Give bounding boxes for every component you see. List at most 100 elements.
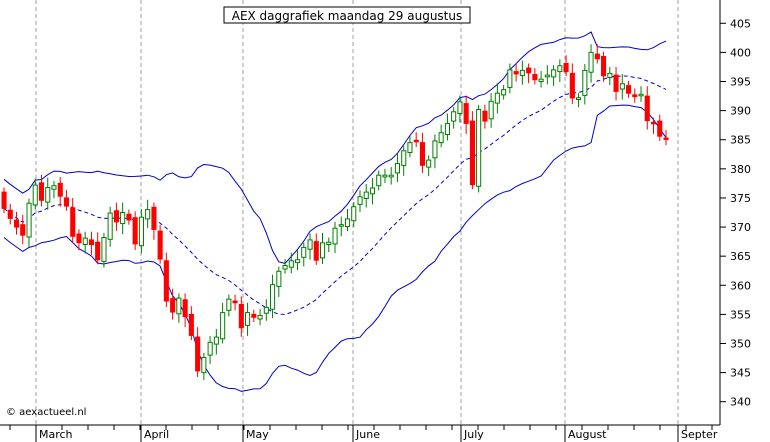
candle-body [363,191,369,200]
candle-body [107,212,113,240]
candle [519,60,525,85]
candle-body [245,312,251,326]
candle [407,136,413,158]
candle-body [544,74,550,78]
y-tick-label: 350 [730,337,751,350]
y-tick-label: 390 [730,105,751,118]
candle-body [126,213,132,221]
candle-body [288,260,294,268]
candle-body [663,137,669,140]
candle [338,216,344,237]
candle [432,134,438,169]
x-tick-label: Septer [681,428,718,441]
candle-body [551,69,557,78]
candle-body [207,341,213,356]
x-tick-label: July [463,428,484,441]
candle [251,309,257,322]
candle [63,189,70,211]
candle-body [651,121,657,125]
candle-body [163,260,169,302]
x-axis-ticks: March April May June July August Septer [9,425,718,442]
candle-body [151,206,157,230]
x-tick-label: April [144,428,169,441]
candle [619,73,625,100]
y-tick-label: 395 [730,76,751,89]
y-tick-label: 345 [730,367,751,380]
candle [295,249,301,271]
candle-body [407,142,413,154]
candle-body [501,89,507,96]
candle [382,168,388,184]
candle [563,55,569,77]
candle [288,252,294,274]
upper-band-line [3,31,667,264]
candle-body [594,53,600,60]
candle-body [307,239,313,250]
candle-body [638,93,644,97]
candle-body [569,72,575,99]
candle [376,170,382,191]
candle [426,155,432,177]
candle-body [70,207,76,237]
candle-body [213,336,219,345]
candle-body [482,110,488,122]
candle-body [526,67,532,74]
candle [663,129,669,146]
candle [526,63,532,84]
candle [76,229,82,251]
candle [220,302,226,344]
candlesticks [1,44,669,381]
candle [488,93,494,128]
copyright-label: © aexactueel.nl [6,407,86,418]
candle-body [469,120,475,186]
candle [107,206,113,247]
candle [501,85,507,100]
candle [632,88,638,103]
candle-body [657,120,663,137]
candle-body [270,284,276,310]
candle-body [226,298,232,311]
candle [301,242,307,267]
candle [113,202,120,231]
candle-body [251,313,257,318]
candle [638,86,644,102]
candle-body [170,298,176,313]
candle-body [451,111,457,122]
candle [170,288,176,320]
y-axis-ticks: 340 345 350 355 360 365 370 375 380 385 390 395 400 4… [720,17,751,409]
candle [195,327,201,377]
candle [626,80,632,98]
candle [26,198,32,248]
candle [70,197,76,243]
candle-body [332,227,338,245]
candle [263,299,269,321]
candle [657,114,663,141]
candle [176,293,182,323]
candle-body [388,174,394,178]
candle [51,181,57,199]
candle-body [276,270,282,287]
candle [101,232,107,268]
candle [644,86,650,130]
candle [363,183,369,208]
candle [14,211,20,235]
candle-body [369,187,375,195]
candle-body [88,239,95,246]
candle-body [357,196,363,205]
candle [357,190,363,212]
candle-body [326,241,332,245]
candle [576,93,582,108]
candle [444,113,450,141]
candle [457,95,463,123]
candle [351,202,357,227]
candle [369,178,375,205]
y-tick-label: 365 [730,250,751,263]
candle [582,64,588,105]
candle-body [338,224,344,227]
candle [207,335,213,365]
candle-body [401,150,407,166]
candle [438,124,444,148]
candle [145,199,151,228]
candle [494,83,500,114]
candle-body [619,83,625,90]
